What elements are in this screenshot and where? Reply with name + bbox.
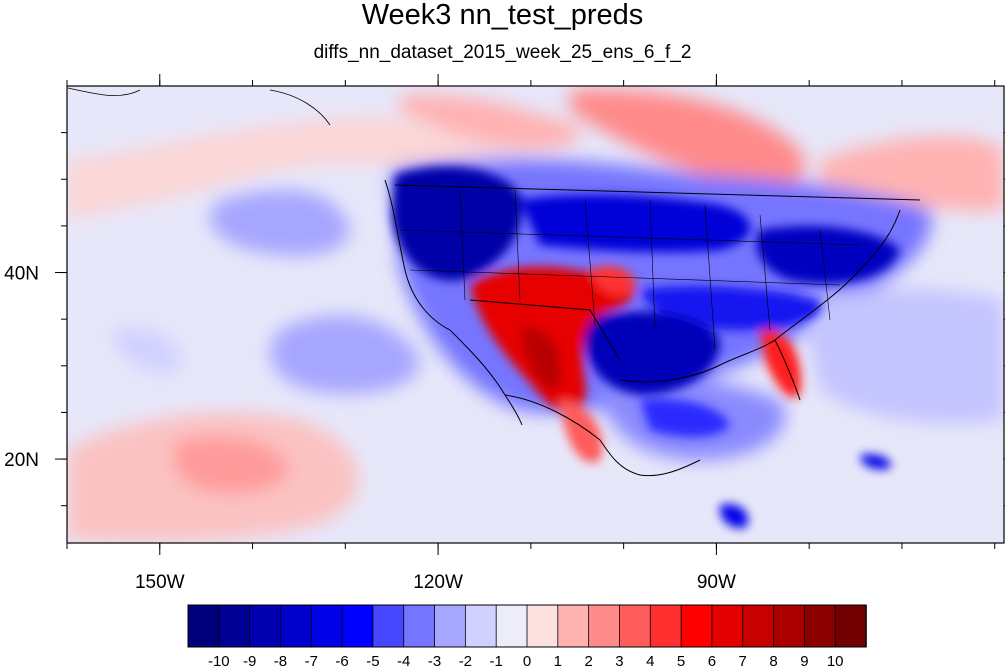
warm-band-north bbox=[67, 116, 520, 220]
colorbar-label: 9 bbox=[800, 653, 808, 670]
chart-subtitle: diffs_nn_dataset_2015_week_25_ens_6_f_2 bbox=[313, 42, 692, 63]
warm-patch-canada bbox=[570, 89, 806, 189]
colorbar-label: 2 bbox=[584, 653, 592, 670]
y-tick-label: 40N bbox=[4, 264, 39, 285]
warm-core-florida bbox=[760, 329, 801, 398]
colorbar-swatch bbox=[803, 604, 836, 648]
colorbar-swatch bbox=[434, 604, 467, 648]
colorbar-label: -6 bbox=[335, 653, 348, 670]
cold-core-great-lakes bbox=[756, 226, 900, 284]
cool-blob-pacific-north bbox=[210, 190, 350, 256]
colorbar-label: -1 bbox=[490, 653, 503, 670]
warm-core-tropical-pacific bbox=[173, 436, 290, 494]
warm-core-baja bbox=[520, 328, 561, 390]
colorbar-swatch bbox=[218, 604, 251, 648]
cold-core-northwest bbox=[392, 166, 522, 281]
alaska-coastline bbox=[67, 87, 331, 126]
cold-patch-central-america bbox=[719, 504, 749, 529]
colorbar-swatch bbox=[403, 604, 436, 648]
x-tick-label: 120W bbox=[413, 572, 463, 593]
cool-blob-pacific-west bbox=[110, 327, 182, 374]
colorbar-swatch bbox=[773, 604, 806, 648]
colorbar-label: 1 bbox=[554, 653, 562, 670]
colorbar-frame bbox=[187, 604, 867, 648]
colorbar-label: -5 bbox=[366, 653, 379, 670]
mexico-coastline bbox=[504, 394, 701, 477]
warm-patch-mexico bbox=[560, 400, 603, 463]
colorbar-swatch bbox=[680, 604, 713, 648]
colorbar-label: 7 bbox=[739, 653, 747, 670]
colorbar-swatch bbox=[711, 604, 744, 648]
colorbar-label: -9 bbox=[243, 653, 256, 670]
colorbar-label: -4 bbox=[397, 653, 410, 670]
coastlines-and-borders bbox=[67, 87, 921, 477]
colorbar-label: -2 bbox=[459, 653, 472, 670]
west-coastline bbox=[384, 179, 523, 426]
cool-atlantic bbox=[800, 288, 1004, 424]
colorbar-swatch bbox=[742, 604, 775, 648]
us-canada-border bbox=[394, 184, 921, 201]
anomaly-field-core bbox=[392, 166, 900, 529]
colorbar-swatch bbox=[619, 604, 652, 648]
colorbar-label: -3 bbox=[428, 653, 441, 670]
east-coastline bbox=[774, 209, 901, 341]
colorbar-swatch bbox=[249, 604, 282, 648]
colorbar-label: 10 bbox=[827, 653, 844, 670]
warm-patch-colorado bbox=[590, 266, 636, 295]
colorbar-swatch bbox=[464, 604, 497, 648]
colorbar-label: 3 bbox=[615, 653, 623, 670]
colorbar: -10 -9 -8 -7 -6 -5 -4 -3 -2 -1 0 1 2 3 4 5 6 7 8 9 10 bbox=[187, 604, 867, 670]
colorbar-swatch bbox=[588, 604, 621, 648]
colorbar-label: 6 bbox=[708, 653, 716, 670]
colorbar-label: -8 bbox=[274, 653, 287, 670]
colorbar-swatch bbox=[280, 604, 313, 648]
colorbar-label: 4 bbox=[646, 653, 654, 670]
x-tick-label: 150W bbox=[135, 572, 185, 593]
colorbar-swatch bbox=[310, 604, 343, 648]
colorbar-swatch bbox=[372, 604, 405, 648]
map-frame bbox=[66, 85, 1005, 544]
warm-patch-bc bbox=[400, 94, 581, 150]
colorbar-label: -7 bbox=[305, 653, 318, 670]
colorbar-label: 5 bbox=[677, 653, 685, 670]
us-mexico-border bbox=[469, 299, 621, 361]
cold-patch-caribbean bbox=[860, 454, 891, 470]
axis-ticks: 150W 120W 90W 40N 20N bbox=[4, 74, 1005, 593]
colorbar-swatch bbox=[834, 604, 867, 648]
cold-core-plains bbox=[520, 194, 750, 253]
colorbar-label: -10 bbox=[208, 653, 230, 670]
x-tick-label: 90W bbox=[697, 572, 736, 593]
y-tick-label: 20N bbox=[4, 450, 39, 471]
colorbar-swatch bbox=[557, 604, 590, 648]
colorbar-swatch bbox=[495, 604, 528, 648]
state-lines-vertical bbox=[459, 189, 831, 351]
colorbar-swatch bbox=[187, 604, 220, 648]
chart-title: Week3 nn_test_preds bbox=[361, 0, 644, 31]
colorbar-swatch bbox=[341, 604, 374, 648]
colorbar-label: 8 bbox=[769, 653, 777, 670]
colorbar-swatch bbox=[649, 604, 682, 648]
cold-core-texas bbox=[584, 311, 720, 395]
colorbar-label: 0 bbox=[523, 653, 531, 670]
gulf-coastline bbox=[619, 339, 801, 401]
state-lines-horizontal bbox=[399, 229, 861, 286]
colorbar-swatch bbox=[526, 604, 559, 648]
warm-patch-east-canada bbox=[820, 136, 1004, 211]
cool-blob-pacific-mid bbox=[270, 315, 420, 394]
cold-core-gulf bbox=[640, 398, 730, 437]
